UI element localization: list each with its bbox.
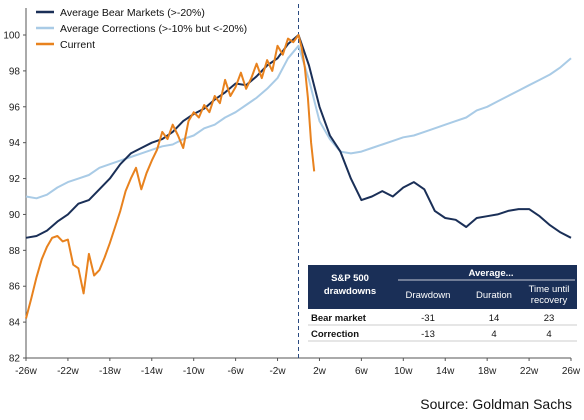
y-tick-label: 84 <box>9 318 21 329</box>
source-note: Source: Goldman Sachs <box>420 396 572 412</box>
x-tick-label: -22w <box>57 366 79 377</box>
y-tick-label: 88 <box>9 246 21 257</box>
y-tick-label: 92 <box>9 174 21 185</box>
y-tick-label: 86 <box>9 282 21 293</box>
table-cell: 23 <box>544 313 555 324</box>
table-column-header: Duration <box>476 290 512 301</box>
x-tick-label: 2w <box>313 366 327 377</box>
x-tick-label: 22w <box>520 366 539 377</box>
x-tick-label: 26w <box>562 366 581 377</box>
y-tick-label: 82 <box>9 354 21 365</box>
x-tick-label: 6w <box>355 366 369 377</box>
series-line-1 <box>25 44 572 200</box>
x-tick-label: 18w <box>478 366 497 377</box>
x-tick-label: -10w <box>183 366 205 377</box>
table-header-left: drawdowns <box>324 286 376 297</box>
table-cell: 4 <box>491 329 496 340</box>
table-cell: -13 <box>421 329 435 340</box>
table-header-left: S&P 500 <box>331 273 369 284</box>
series-line-2 <box>25 34 316 319</box>
legend: Average Bear Markets (>-20%) Average Corr… <box>36 7 247 51</box>
table-row-label: Bear market <box>311 313 367 324</box>
series-lines <box>25 34 572 319</box>
x-tick-label: -2w <box>269 366 286 377</box>
x-tick-label: -14w <box>141 366 163 377</box>
table-cell: 4 <box>546 329 551 340</box>
table-header-band <box>308 265 577 309</box>
x-tick-label: -26w <box>15 366 37 377</box>
legend-label: Current <box>60 39 95 51</box>
table-column-header: Drawdown <box>406 290 451 301</box>
table-group-header: Average... <box>468 268 513 279</box>
table-cell: 14 <box>489 313 500 324</box>
summary-table: S&P 500 drawdowns Average... Drawdown Durati… <box>308 265 577 354</box>
x-tick-label: 10w <box>394 366 413 377</box>
table-column-header: Time until <box>529 284 570 295</box>
y-tick-label: 100 <box>3 31 20 42</box>
y-tick-label: 96 <box>9 102 21 113</box>
axes: 82 84 86 88 90 92 94 96 98 100 -26w -22w -18w -14w -10… <box>3 4 581 377</box>
y-tick-label: 98 <box>9 66 21 77</box>
x-tick-label: -18w <box>99 366 121 377</box>
y-tick-label: 94 <box>9 138 21 149</box>
legend-label: Average Corrections (>-10% but <-20%) <box>60 23 247 35</box>
x-tick-label: 14w <box>436 366 455 377</box>
x-tick-label: -6w <box>228 366 245 377</box>
table-column-header: recovery <box>531 295 568 306</box>
table-cell: -31 <box>421 313 435 324</box>
table-row-label: Correction <box>311 329 359 340</box>
y-tick-label: 90 <box>9 210 21 221</box>
legend-label: Average Bear Markets (>-20%) <box>60 7 205 19</box>
